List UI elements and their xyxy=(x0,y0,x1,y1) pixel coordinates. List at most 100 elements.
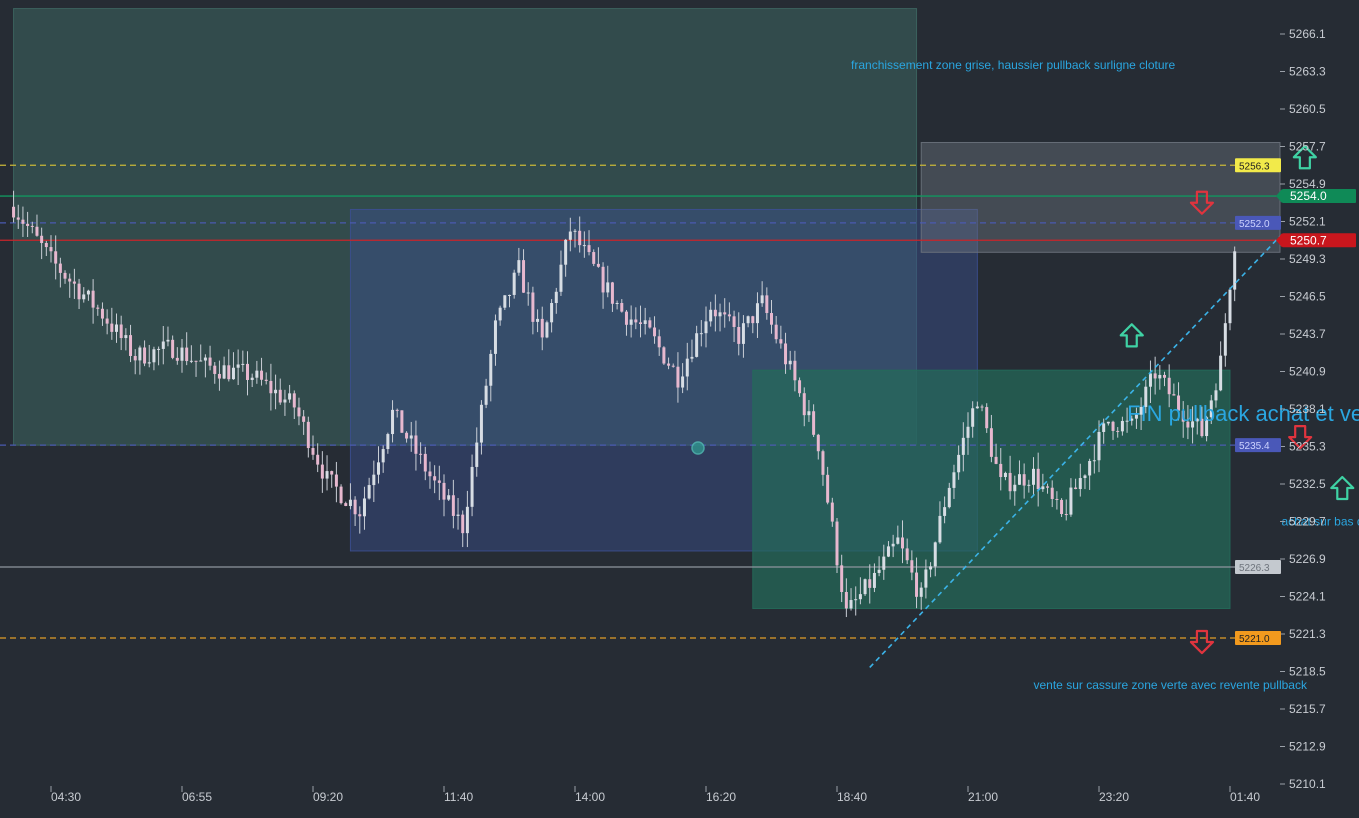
candle-body xyxy=(96,307,100,309)
candle-body xyxy=(381,449,385,463)
candle-body xyxy=(138,347,142,361)
x-tick-label: 11:40 xyxy=(444,790,473,804)
candle-body xyxy=(367,485,371,499)
candle-body xyxy=(746,316,750,324)
candle-body xyxy=(1205,417,1209,437)
candle-body xyxy=(16,217,20,220)
candle-body xyxy=(886,546,890,557)
candle-body xyxy=(798,380,802,394)
candle-body xyxy=(1055,498,1059,500)
y-tick-label: 5266.1 xyxy=(1289,27,1326,41)
candle-body xyxy=(1134,414,1138,419)
candle-body xyxy=(924,569,928,588)
candle-body xyxy=(802,393,806,416)
candle-body xyxy=(765,295,769,314)
x-tick-label: 18:40 xyxy=(837,790,867,804)
candle-body xyxy=(246,363,249,380)
candle-body xyxy=(30,225,34,227)
candle-body xyxy=(1177,395,1181,411)
candle-body xyxy=(171,339,175,358)
y-axis: 5266.1 5263.3 5260.5 5257.7 5254.9 5252.1 5249… xyxy=(1280,27,1326,791)
candle-body xyxy=(147,362,151,364)
candle-body xyxy=(648,320,652,328)
candle-body xyxy=(830,502,834,522)
candle-body xyxy=(1144,386,1148,407)
candle-body xyxy=(12,206,16,218)
candle-body xyxy=(812,411,816,435)
candle-body xyxy=(110,323,114,332)
candle-body xyxy=(217,373,221,379)
candle-body xyxy=(1120,420,1124,432)
candle-body xyxy=(428,471,432,477)
candle-body xyxy=(610,282,614,304)
candle-body xyxy=(447,495,451,500)
candle-body xyxy=(484,385,488,405)
candle-body xyxy=(419,453,423,455)
candle-body xyxy=(353,499,357,515)
candle-body xyxy=(522,260,526,293)
candle-body xyxy=(264,379,268,381)
candle-body xyxy=(784,343,788,365)
candle-body xyxy=(391,409,395,435)
x-tick-label: 06:55 xyxy=(182,790,212,804)
candle-body xyxy=(779,339,783,344)
candle-body xyxy=(414,435,418,454)
candle-body xyxy=(620,302,624,312)
candle-body xyxy=(208,357,212,366)
y-tick-label: 5257.7 xyxy=(1289,140,1326,154)
candle-body xyxy=(306,421,310,449)
candle-body xyxy=(185,347,189,362)
candle-body xyxy=(657,336,661,348)
arrows-layer xyxy=(1119,145,1355,655)
candle-body xyxy=(503,295,507,308)
candle-body xyxy=(713,309,717,317)
candle-body xyxy=(129,335,133,356)
candle-body xyxy=(1092,460,1096,462)
candle-body xyxy=(372,474,376,486)
candle-body xyxy=(975,406,979,409)
zones-layer xyxy=(13,8,1281,610)
candle-body xyxy=(1050,487,1054,499)
candle-body xyxy=(667,363,671,366)
candle-body xyxy=(344,503,348,506)
candle-body xyxy=(288,393,292,400)
candle-body xyxy=(255,370,259,378)
candle-body xyxy=(938,515,942,543)
candle-body xyxy=(166,339,170,342)
candle-body xyxy=(1078,478,1082,490)
candle-body xyxy=(227,365,231,380)
candle-body xyxy=(339,486,343,504)
candle-body xyxy=(770,313,773,325)
candle-body xyxy=(999,463,1003,478)
candle-body xyxy=(1069,487,1073,515)
candle-body xyxy=(194,360,198,362)
price-label-box xyxy=(1235,560,1281,575)
arrow-up-icon xyxy=(1330,475,1355,501)
y-tick-label: 5260.5 xyxy=(1289,102,1326,116)
price-label-text: 5254.0 xyxy=(1290,189,1327,203)
candle-body xyxy=(868,579,872,588)
candle-body xyxy=(358,514,362,517)
candle-body xyxy=(835,521,839,566)
price-label-box xyxy=(1235,158,1281,173)
candle-body xyxy=(241,363,245,365)
y-tick-label: 5246.5 xyxy=(1289,290,1326,304)
candle-body xyxy=(348,499,352,506)
candle-body xyxy=(1125,420,1129,422)
x-tick-label: 14:00 xyxy=(575,790,605,804)
candle-body xyxy=(690,356,694,359)
candle-body xyxy=(100,308,104,319)
candle-body xyxy=(910,560,914,573)
candle-body xyxy=(840,565,844,592)
candle-body xyxy=(395,409,399,411)
candle-body xyxy=(844,591,848,609)
candles-layer xyxy=(12,190,1237,618)
candle-body xyxy=(1172,394,1176,396)
candle-body xyxy=(433,476,437,481)
candle-body xyxy=(1074,487,1078,490)
candle-body xyxy=(68,278,72,282)
candle-body xyxy=(952,472,956,488)
candle-body xyxy=(91,290,95,308)
candle-body xyxy=(1214,390,1218,401)
candle-body xyxy=(596,263,600,267)
